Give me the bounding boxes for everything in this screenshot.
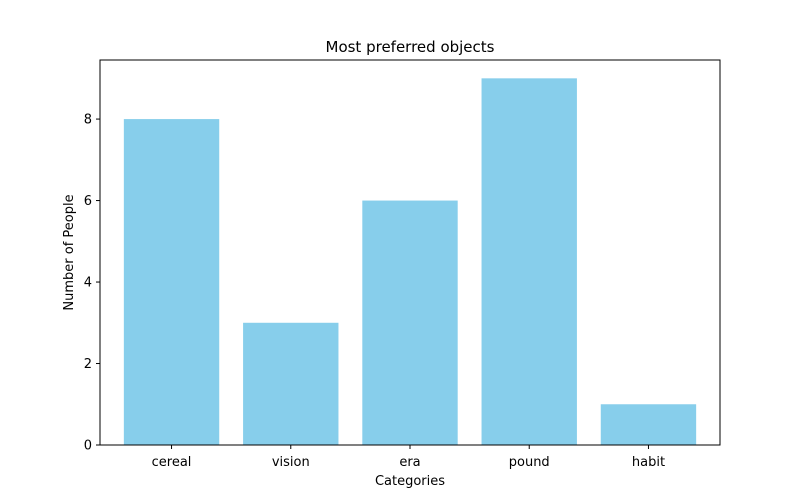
y-tick-label: 2 <box>84 357 92 372</box>
y-tick-label: 8 <box>84 113 92 128</box>
x-tick-label: vision <box>272 455 310 470</box>
x-tick-label: era <box>399 455 420 470</box>
x-tick-label: pound <box>509 455 550 470</box>
bars-group <box>123 78 697 446</box>
bar-pound <box>481 78 577 445</box>
y-axis-title: Number of People <box>62 194 77 310</box>
chart-title: Most preferred objects <box>326 38 495 56</box>
y-tick-label: 0 <box>84 439 92 454</box>
bar-cereal <box>123 119 220 446</box>
bar-vision <box>243 322 339 445</box>
bar-habit <box>600 404 697 445</box>
y-tick-label: 6 <box>84 194 92 209</box>
x-tick-label: habit <box>632 455 665 470</box>
plot-area-frame <box>99 59 721 446</box>
x-axis-title: Categories <box>375 474 445 489</box>
ticks-group: cereal vision era pound habit 0 2 4 6 8 <box>84 113 665 470</box>
bar-era <box>362 200 458 445</box>
y-tick-label: 4 <box>84 276 92 291</box>
x-tick-label: cereal <box>152 455 192 470</box>
